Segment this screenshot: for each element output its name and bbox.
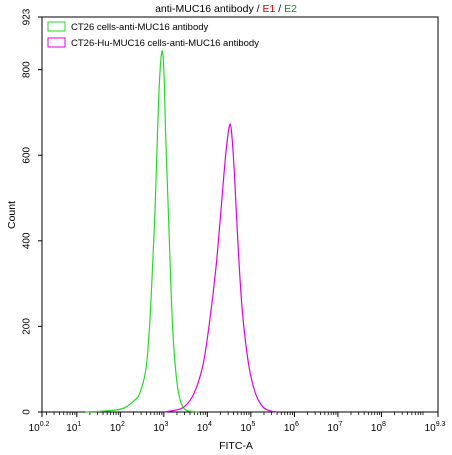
y-tick-label: 0 — [22, 409, 33, 415]
x-tick-label: 106 — [284, 421, 299, 434]
x-tick-exponent: 3 — [164, 421, 168, 428]
x-tick-label: 108 — [371, 421, 386, 434]
x-axis-ticks: 100.2 101 102 103 104 105 106 107 108 109.3 — [29, 412, 446, 434]
x-tick-exponent: 1 — [77, 421, 81, 428]
title-e2: E2 — [284, 3, 297, 15]
x-tick-base: 10 — [66, 423, 78, 434]
y-tick-label: 923 — [22, 8, 33, 25]
x-tick-exponent: 0.2 — [40, 421, 50, 428]
y-tick-label: 200 — [22, 318, 33, 335]
x-tick-exponent: 9.3 — [436, 421, 446, 428]
x-axis-label: FITC-A — [219, 440, 253, 452]
series-layer — [85, 50, 278, 413]
x-tick-base: 10 — [29, 423, 41, 434]
title-separator-1: / — [254, 3, 263, 15]
legend-label-ct26: CT26 cells-anti-MUC16 antibody — [71, 22, 209, 33]
x-tick-exponent: 4 — [208, 421, 212, 428]
x-tick-exponent: 6 — [295, 421, 299, 428]
x-tick-label: 100.2 — [29, 421, 50, 434]
plot-frame — [41, 16, 439, 413]
x-tick-base: 10 — [371, 423, 383, 434]
legend: CT26 cells-anti-MUC16 antibody CT26-Hu-M… — [47, 21, 259, 49]
x-tick-exponent: 5 — [251, 421, 255, 428]
x-tick-exponent: 2 — [121, 421, 125, 428]
legend-swatch-ct26-hu — [47, 37, 66, 48]
y-tick-label: 400 — [22, 232, 33, 249]
x-tick-exponent: 8 — [382, 421, 386, 428]
x-tick-label: 105 — [240, 421, 255, 434]
x-tick-base: 10 — [240, 423, 252, 434]
x-tick-base: 10 — [110, 423, 122, 434]
y-axis-label: Count — [6, 201, 18, 229]
chart-title: anti-MUC16 antibody / E1 / E2 — [155, 3, 297, 15]
legend-swatch-ct26 — [47, 21, 66, 32]
x-tick-base: 10 — [284, 423, 296, 434]
x-tick-label: 107 — [327, 421, 342, 434]
x-tick-base: 10 — [425, 423, 437, 434]
y-axis-ticks: 0 200 400 600 800 923 — [22, 8, 42, 415]
title-e1: E1 — [262, 3, 275, 15]
y-tick-label: 600 — [22, 146, 33, 163]
y-tick-label: 800 — [22, 61, 33, 78]
x-tick-base: 10 — [327, 423, 339, 434]
x-tick-label: 104 — [197, 421, 212, 434]
series-line-0 — [85, 50, 199, 413]
x-tick-base: 10 — [197, 423, 209, 434]
series-line-1 — [163, 123, 278, 413]
title-main: anti-MUC16 antibody — [155, 3, 254, 15]
legend-label-ct26-hu: CT26-Hu-MUC16 cells-anti-MUC16 antibody — [71, 38, 259, 49]
x-tick-base: 10 — [153, 423, 165, 434]
x-tick-label: 102 — [110, 421, 125, 434]
x-tick-label: 103 — [153, 421, 168, 434]
x-tick-exponent: 7 — [339, 421, 343, 428]
title-separator-2: / — [275, 3, 284, 15]
x-tick-label: 109.3 — [425, 421, 446, 434]
x-tick-label: 101 — [66, 421, 81, 434]
